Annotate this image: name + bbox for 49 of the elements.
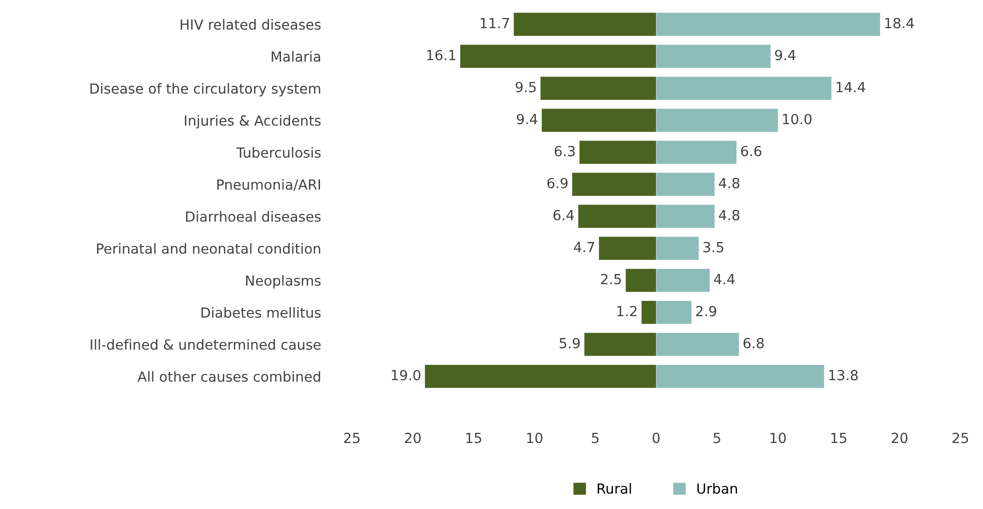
- data-label: 2.5: [601, 274, 621, 284]
- data-label: 6.8: [744, 338, 764, 348]
- data-label: 4.8: [718, 210, 740, 220]
- x-tick-label: 10: [770, 432, 786, 444]
- data-label: 9.4: [516, 114, 538, 124]
- y-tick-label: HIV related diseases: [180, 19, 321, 30]
- legend-label: Urban: [697, 483, 737, 494]
- data-label: 4.7: [574, 242, 594, 252]
- data-label: 1.2: [617, 306, 637, 316]
- y-tick-label: Tuberculosis: [236, 147, 321, 158]
- data-label: 10.0: [783, 114, 812, 124]
- y-tick-label: Neoplasms: [246, 275, 321, 288]
- x-tick-label: 20: [404, 432, 421, 444]
- data-label: 4.8: [718, 178, 740, 188]
- y-tick-label: Disease of the circulatory system: [90, 83, 320, 96]
- y-tick-label: Pneumonia/ARI: [217, 179, 320, 191]
- x-tick-label: 5: [714, 432, 720, 444]
- x-tick-label: 15: [831, 432, 846, 444]
- data-label: 16.1: [427, 50, 456, 60]
- x-tick-label: 25: [344, 432, 360, 444]
- data-label: 14.4: [836, 82, 866, 92]
- data-label: 18.4: [885, 18, 914, 28]
- y-tick-label: All other causes combined: [138, 371, 320, 382]
- data-label: 6.6: [741, 146, 762, 156]
- y-tick-label: Perinatal and neonatal condition: [97, 243, 320, 254]
- data-label: 4.4: [714, 274, 735, 284]
- data-label: 13.8: [829, 370, 858, 380]
- data-label: 6.3: [554, 146, 575, 156]
- data-label: 2.9: [696, 306, 716, 316]
- data-label: 5.9: [560, 338, 580, 348]
- data-label: 9.4: [775, 50, 796, 60]
- x-tick-label: 20: [892, 432, 908, 444]
- data-label: 9.5: [516, 82, 536, 92]
- x-tick-label: 0: [652, 432, 660, 444]
- x-tick-label: 25: [952, 432, 968, 444]
- x-tick-label: 10: [527, 432, 542, 444]
- data-label: 6.4: [554, 210, 574, 220]
- data-label: 11.7: [480, 18, 509, 28]
- data-label: 19.0: [392, 370, 420, 380]
- y-tick-label: Ill-defined & undetermined cause: [90, 339, 321, 350]
- x-tick-label: 5: [592, 432, 599, 444]
- x-tick-label: 15: [466, 432, 482, 444]
- y-tick-label: Injuries & Accidents: [184, 115, 321, 128]
- y-tick-label: Malaria: [272, 51, 320, 62]
- y-tick-label: Diabetes mellitus: [202, 307, 321, 318]
- data-label: 3.5: [703, 242, 724, 252]
- data-label: 6.9: [547, 178, 568, 188]
- legend-label: Rural: [598, 483, 631, 494]
- y-tick-label: Diarrhoeal diseases: [186, 211, 321, 222]
